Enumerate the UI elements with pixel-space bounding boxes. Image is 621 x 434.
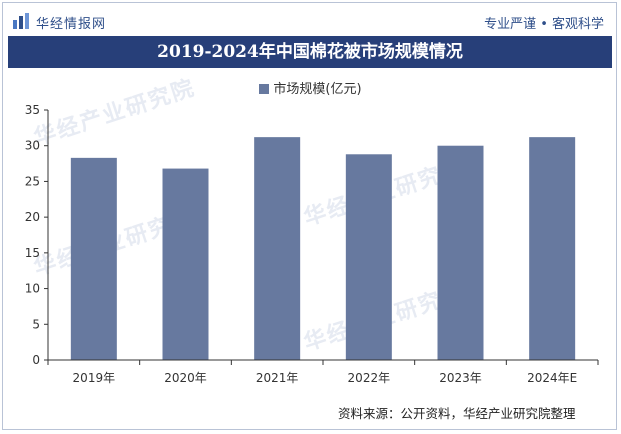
title-bar: 2019-2024年中国棉花被市场规模情况 [8, 36, 612, 68]
top-bar: 华经情报网 专业严谨 • 客观科学 [8, 8, 612, 34]
y-tick-label: 35 [25, 103, 40, 117]
source-note: 资料来源：公开资料，华经产业研究院整理 [338, 406, 576, 421]
x-tick-label: 2019年 [73, 371, 116, 385]
bar [162, 168, 209, 360]
x-axis: 2019年 2020年 2021年 2022年 2023年 2024年E [47, 359, 599, 385]
bar [529, 137, 576, 360]
y-tick-label: 10 [25, 282, 40, 296]
y-tick-label: 15 [25, 246, 40, 260]
y-tick-label: 0 [32, 353, 40, 367]
legend-label: 市场规模(亿元) [273, 82, 362, 97]
slogan: 专业严谨 • 客观科学 [484, 17, 604, 32]
x-tick-label: 2024年E [527, 371, 577, 385]
bar [437, 145, 484, 360]
legend: 市场规模(亿元) [0, 78, 621, 97]
logo-icon [13, 13, 29, 29]
x-tick-label: 2020年 [164, 371, 207, 385]
brand-name: 华经情报网 [36, 17, 107, 32]
y-tick-label: 5 [32, 317, 40, 331]
bars [70, 137, 576, 360]
x-tick-label: 2023年 [439, 371, 482, 385]
legend-swatch [259, 84, 270, 94]
chart-frame [2, 2, 617, 430]
chart-title: 2019-2024年中国棉花被市场规模情况 [157, 42, 463, 62]
y-tick-label: 20 [25, 210, 40, 224]
y-tick-label: 25 [25, 174, 40, 188]
y-axis: 0 5 10 15 20 25 30 35 [25, 103, 49, 367]
bar [254, 137, 301, 360]
x-tick-label: 2022年 [348, 371, 391, 385]
x-tick-label: 2021年 [256, 371, 299, 385]
y-tick-label: 30 [25, 139, 40, 153]
bar [345, 154, 392, 360]
bar [70, 157, 117, 360]
